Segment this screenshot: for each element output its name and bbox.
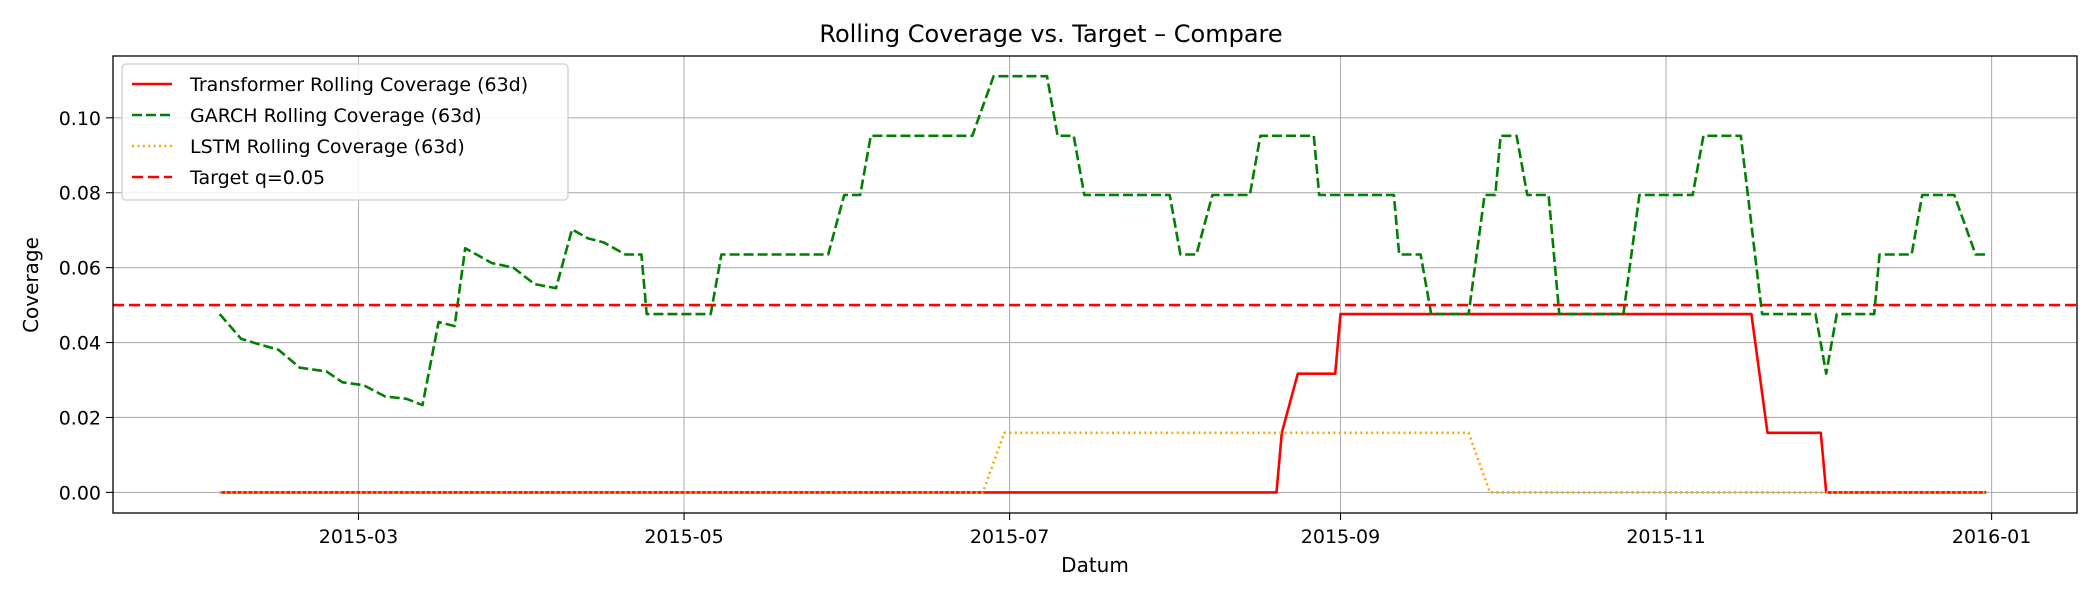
series-line-transformer-rolling-coverage-63d xyxy=(219,312,1987,494)
y-tick-label: 0.02 xyxy=(59,407,101,429)
x-tick-label: 2015-11 xyxy=(1626,526,1705,548)
plot-frame xyxy=(112,55,2078,514)
series-layer xyxy=(113,74,2077,494)
x-tick-label: 2015-03 xyxy=(319,526,398,548)
y-tick-label: 0.04 xyxy=(59,333,101,355)
legend-label-garch-rolling-coverage-63d: GARCH Rolling Coverage (63d) xyxy=(190,105,482,127)
legend-label-transformer-rolling-coverage-63d: Transformer Rolling Coverage (63d) xyxy=(189,74,528,96)
series-line-lstm-rolling-coverage-63d xyxy=(219,431,1987,494)
y-tick-label: 0.00 xyxy=(59,482,101,504)
y-tick-label: 0.06 xyxy=(59,258,101,280)
x-tick-label: 2015-07 xyxy=(970,526,1049,548)
x-tick-label: 2015-05 xyxy=(644,526,723,548)
legend-box xyxy=(121,63,569,201)
chart-title: Rolling Coverage vs. Target – Compare xyxy=(819,20,1282,48)
x-tick-label: 2016-01 xyxy=(1952,526,2031,548)
y-axis: 0.00 0.02 0.04 0.06 0.08 0.10 xyxy=(59,108,113,504)
x-axis-label: Datum xyxy=(1061,553,1129,577)
legend-label-target-q-0-05: Target q=0.05 xyxy=(189,167,325,189)
x-tick-label: 2015-09 xyxy=(1301,526,1380,548)
x-axis: 2015-03 2015-05 2015-07 2015-09 2015-11 2016-… xyxy=(319,513,2031,548)
y-axis-label: Coverage xyxy=(19,237,43,333)
series-line-garch-rolling-coverage-63d xyxy=(218,74,1987,407)
legend: Transformer Rolling Coverage (63d) GARCH … xyxy=(121,63,569,201)
legend-label-lstm-rolling-coverage-63d: LSTM Rolling Coverage (63d) xyxy=(190,136,465,158)
y-tick-label: 0.08 xyxy=(59,183,101,205)
y-tick-label: 0.10 xyxy=(59,108,101,130)
